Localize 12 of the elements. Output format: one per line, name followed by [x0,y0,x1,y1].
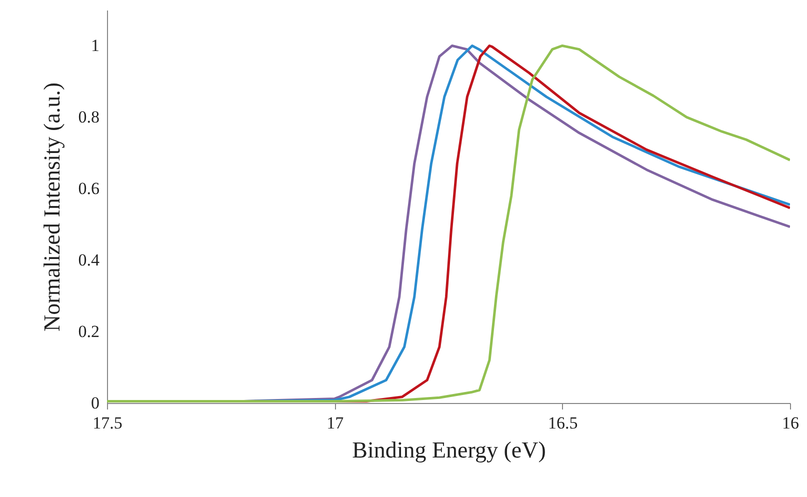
x-axis-title: Binding Energy (eV) [352,438,546,462]
y-axis-title: Normalized Intensity (a.u.) [39,82,64,332]
y-tick-label: 1 [91,36,100,56]
y-tick-label: 0 [91,394,100,412]
y-tick-label: 0.8 [78,108,100,127]
y-tick-label: 0.2 [78,322,100,342]
x-tick-label: 16 [782,414,799,432]
x-tick-label: 16.5 [548,414,578,432]
y-tick-label: 0.4 [78,250,100,270]
x-tick-label: 17.5 [92,414,122,432]
x-tick-label: 17 [326,414,344,432]
y-tick-label: 0.6 [78,179,100,198]
